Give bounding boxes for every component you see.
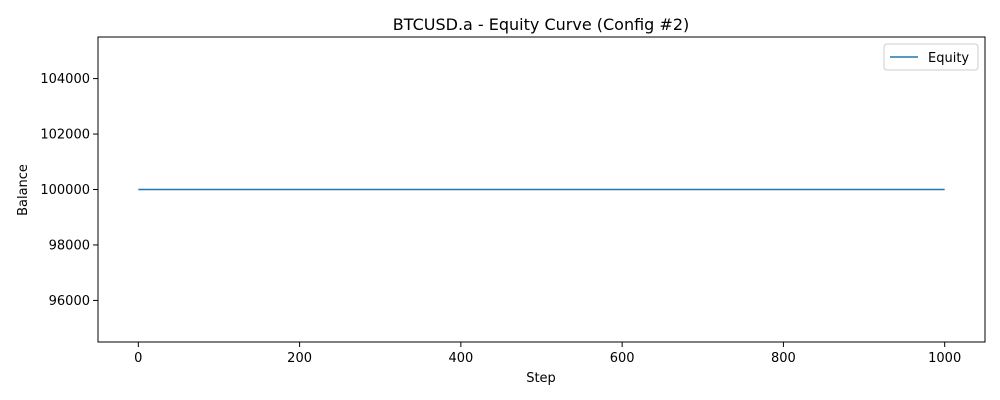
y-tick-label: 104000	[40, 72, 90, 87]
y-tick-label: 100000	[40, 183, 90, 198]
x-tick-label: 400	[448, 351, 473, 366]
legend-box	[883, 43, 979, 71]
x-axis-label: Step	[526, 371, 556, 386]
y-tick-label: 98000	[49, 238, 90, 253]
chart-title: BTCUSD.a - Equity Curve (Config #2)	[393, 15, 689, 34]
legend-label-equity: Equity	[928, 51, 969, 66]
x-tick-label: 0	[134, 351, 142, 366]
plot-area: 0 200 400 600 800 1000 96000 98000 100000 102000…	[40, 36, 986, 366]
x-axis-ticks: 0 200 400 600 800 1000	[134, 342, 961, 366]
legend: Equity	[883, 43, 979, 71]
x-tick-label: 1000	[928, 351, 961, 366]
x-tick-label: 800	[771, 351, 796, 366]
y-axis-label: Balance	[16, 164, 31, 216]
y-tick-label: 96000	[49, 294, 90, 309]
x-tick-label: 200	[287, 351, 312, 366]
y-tick-label: 102000	[40, 128, 90, 143]
x-tick-label: 600	[610, 351, 635, 366]
y-axis-ticks: 96000 98000 100000 102000 104000	[40, 72, 98, 309]
